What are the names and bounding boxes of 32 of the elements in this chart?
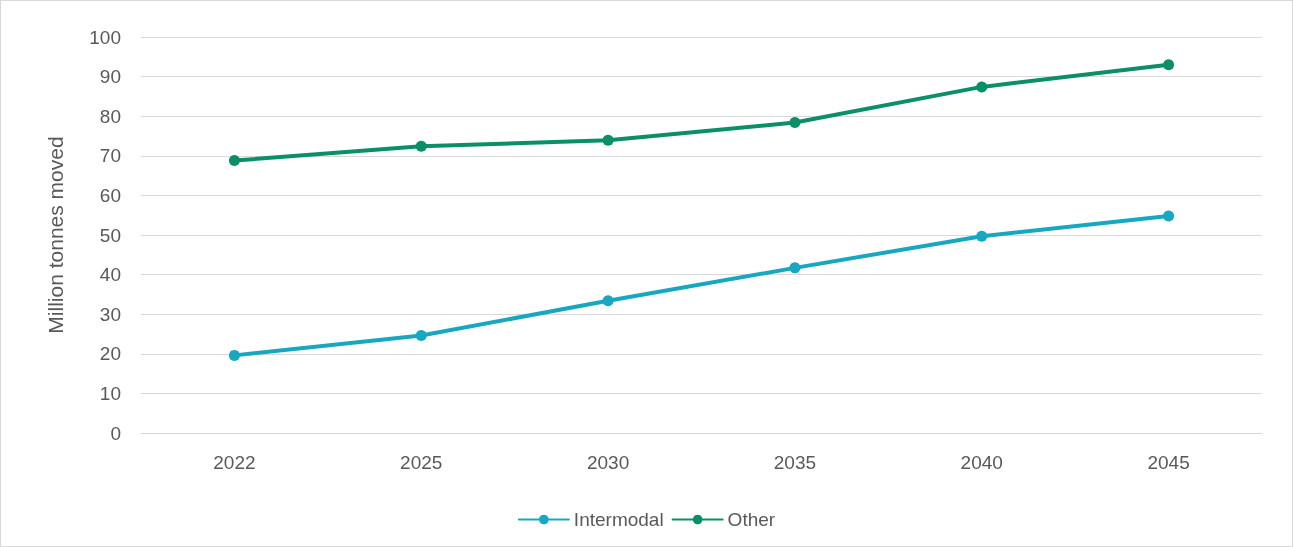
- x-tick-label: 2035: [773, 452, 817, 473]
- x-tick-label: 2045: [1147, 452, 1190, 473]
- point: [1163, 210, 1175, 222]
- y-tick-label: 70: [99, 145, 121, 167]
- point: [415, 140, 427, 152]
- point: [1163, 59, 1175, 71]
- point: [789, 117, 801, 129]
- x-tick-label: 2030: [586, 452, 630, 473]
- point: [976, 81, 988, 93]
- y-tick-label: 80: [99, 105, 121, 127]
- y-tick-label: 50: [99, 224, 121, 246]
- y-tick-label: 100: [89, 26, 121, 48]
- point: [976, 230, 988, 242]
- point: [228, 155, 240, 167]
- y-tick-label: 10: [99, 382, 121, 404]
- y-axis-title: Million tonnes moved: [44, 136, 67, 334]
- point: [602, 295, 614, 307]
- point: [602, 134, 614, 146]
- y-tick-label: 0: [110, 422, 121, 444]
- point: [228, 349, 240, 361]
- x-tick-label: 2025: [400, 452, 443, 473]
- y-tick-label: 30: [99, 303, 121, 325]
- x-tick-label: 2022: [213, 452, 256, 473]
- x-tick-label: 2040: [960, 452, 1003, 473]
- y-tick-label: 90: [99, 66, 121, 88]
- y-tick-label: 60: [99, 184, 121, 206]
- point: [789, 262, 801, 274]
- point: [415, 330, 427, 342]
- legend-label: Intermodal: [573, 509, 664, 530]
- y-tick-label: 20: [99, 343, 121, 365]
- legend-label: Other: [727, 509, 776, 530]
- y-tick-label: 40: [99, 264, 121, 286]
